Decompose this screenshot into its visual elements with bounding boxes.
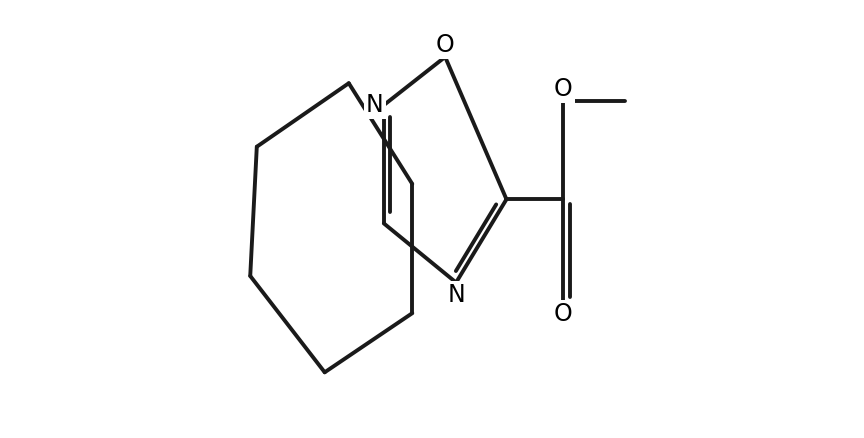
Text: O: O [554, 77, 573, 101]
Text: O: O [435, 33, 454, 57]
Text: O: O [554, 302, 573, 326]
Text: N: N [366, 93, 384, 117]
Text: N: N [448, 283, 465, 307]
